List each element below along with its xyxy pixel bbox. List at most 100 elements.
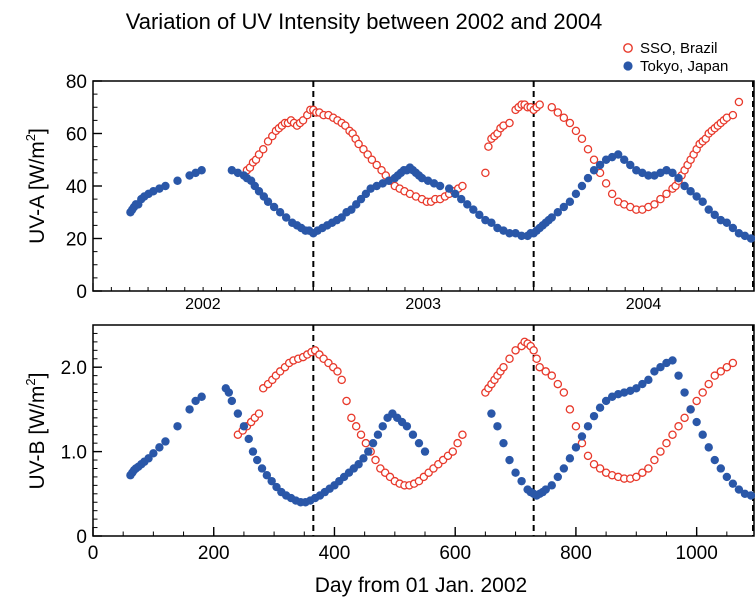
- uvb-tokyo-japan-point: [225, 388, 233, 396]
- uva-sso-brazil-point: [609, 190, 616, 197]
- uvb-sso-brazil-point: [681, 414, 688, 421]
- uvb-tokyo-japan-point: [253, 456, 261, 464]
- uvb-tokyo-japan-point: [692, 418, 700, 426]
- uvb-sso-brazil-point: [500, 364, 507, 371]
- uvb-sso-brazil-point: [530, 347, 537, 354]
- uvb-sso-brazil-point: [693, 397, 700, 404]
- uvb-tokyo-japan-point: [511, 469, 519, 477]
- uvb-tokyo-japan-point: [644, 376, 652, 384]
- uvb-tokyo-japan-point: [421, 447, 429, 455]
- uvb-tokyo-japan-point: [245, 435, 253, 443]
- uva-year-label: 2002: [185, 296, 221, 313]
- uva-tokyo-japan-point: [566, 198, 574, 206]
- uvb-tokyo-japan-point: [505, 456, 513, 464]
- uvb-x-tick-label: 600: [439, 543, 471, 564]
- uvb-sso-brazil-point: [560, 389, 567, 396]
- uva-y-axis-label: UV-A [W/m2]: [23, 128, 49, 244]
- uvb-tokyo-japan-point: [723, 473, 731, 481]
- uvb-tokyo-japan-point: [161, 437, 169, 445]
- uvb-tokyo-japan-point: [729, 479, 737, 487]
- uvb-x-tick-label: 1000: [676, 543, 718, 564]
- uvb-tokyo-japan-point: [155, 443, 163, 451]
- uvb-sso-brazil-point: [554, 380, 561, 387]
- uvb-tokyo-japan-point: [668, 356, 676, 364]
- x-axis-label: Day from 01 Jan. 2002: [315, 574, 527, 597]
- legend: SSO, Brazil Tokyo, Japan: [623, 40, 728, 75]
- uvb-tokyo-japan-point: [185, 405, 193, 413]
- uvb-tokyo-japan-point: [403, 422, 411, 430]
- uvb-tokyo-japan-point: [517, 477, 525, 485]
- uvb-sso-brazil-point: [357, 431, 364, 438]
- uvb-tokyo-japan-point: [590, 412, 598, 420]
- uva-sso-brazil-point: [260, 146, 267, 153]
- uvb-tokyo-japan-point: [566, 454, 574, 462]
- uvb-tokyo-japan-point: [493, 422, 501, 430]
- uva-sso-brazil-point: [578, 135, 585, 142]
- uva-sso-brazil-point: [729, 112, 736, 119]
- uvb-y-axis-label: UV-B [W/m2]: [23, 373, 49, 490]
- uva-year-label: 2003: [405, 296, 441, 313]
- uvb-sso-brazil-point: [362, 440, 369, 447]
- uvb-sso-brazil-point: [669, 431, 676, 438]
- uva-y-tick-label: 40: [66, 177, 87, 198]
- uvb-sso-brazil-point: [699, 389, 706, 396]
- uvb-tokyo-japan-point: [674, 371, 682, 379]
- uvb-tokyo-japan-point: [584, 422, 592, 430]
- uva-tokyo-japan-point: [698, 198, 706, 206]
- uvb-tokyo-japan-point: [149, 449, 157, 457]
- uvb-tokyo-japan-point: [409, 431, 417, 439]
- uva-points: [126, 98, 755, 242]
- uvb-sso-brazil-point: [343, 397, 350, 404]
- uvb-sso-brazil-point: [584, 452, 591, 459]
- uvb-sso-brazil-point: [459, 431, 466, 438]
- uvb-sso-brazil-point: [533, 355, 540, 362]
- uvb-tokyo-japan-point: [705, 443, 713, 451]
- uva-sso-brazil-point: [735, 98, 742, 105]
- uva-tokyo-japan-point: [578, 182, 586, 190]
- uvb-sso-brazil-point: [334, 368, 341, 375]
- uvb-sso-brazil-point: [338, 376, 345, 383]
- uva-tokyo-japan-point: [674, 174, 682, 182]
- uvb-sso-brazil-point: [348, 414, 355, 421]
- uvb-panel: 0 1.0 2.0 0 200 400 600 800 1000 UV-B [W/m2] Day…: [23, 325, 755, 597]
- uva-tokyo-japan-point: [173, 177, 181, 185]
- uvb-sso-brazil-point: [548, 372, 555, 379]
- uvb-x-tick-label: 200: [198, 543, 230, 564]
- uvb-tokyo-japan-point: [415, 439, 423, 447]
- uva-sso-brazil-point: [459, 182, 466, 189]
- uva-sso-brazil-point: [554, 109, 561, 116]
- uvb-tokyo-japan-point: [680, 388, 688, 396]
- uvb-sso-brazil-point: [675, 423, 682, 430]
- uvb-tokyo-japan-point: [686, 405, 694, 413]
- uva-sso-brazil-point: [560, 114, 567, 121]
- legend-marker-tokyo: [623, 61, 632, 70]
- uvb-x-tick-label: 0: [88, 543, 99, 564]
- uva-sso-brazil-point: [590, 156, 597, 163]
- uvb-x-tick-label: 400: [319, 543, 351, 564]
- uva-tokyo-japan-point: [584, 174, 592, 182]
- uvb-tokyo-japan-point: [249, 447, 257, 455]
- uvb-tokyo-japan-point: [578, 432, 586, 440]
- uvb-tokyo-japan-point: [364, 447, 372, 455]
- uvb-tokyo-japan-point: [717, 464, 725, 472]
- uva-sso-brazil-point: [572, 127, 579, 134]
- uva-sso-brazil-point: [651, 201, 658, 208]
- uva-y-tick-label: 80: [66, 72, 87, 93]
- uva-sso-brazil-point: [603, 180, 610, 187]
- uvb-sso-brazil-point: [372, 456, 379, 463]
- legend-marker-sso: [624, 44, 632, 52]
- uvb-tokyo-japan-point: [234, 409, 242, 417]
- uvb-sso-brazil-point: [353, 423, 360, 430]
- uvb-sso-brazil-point: [705, 380, 712, 387]
- uvb-tokyo-japan-point: [554, 473, 562, 481]
- uva-sso-brazil-point: [536, 101, 543, 108]
- uva-sso-brazil-point: [584, 146, 591, 153]
- uvb-tokyo-japan-point: [258, 464, 266, 472]
- uva-sso-brazil-point: [663, 190, 670, 197]
- uvb-y-tick-label: 2.0: [61, 358, 87, 379]
- uvb-tokyo-japan-point: [173, 422, 181, 430]
- uvb-sso-brazil-point: [651, 456, 658, 463]
- uvb-tokyo-japan-point: [698, 431, 706, 439]
- uva-sso-brazil-point: [485, 143, 492, 150]
